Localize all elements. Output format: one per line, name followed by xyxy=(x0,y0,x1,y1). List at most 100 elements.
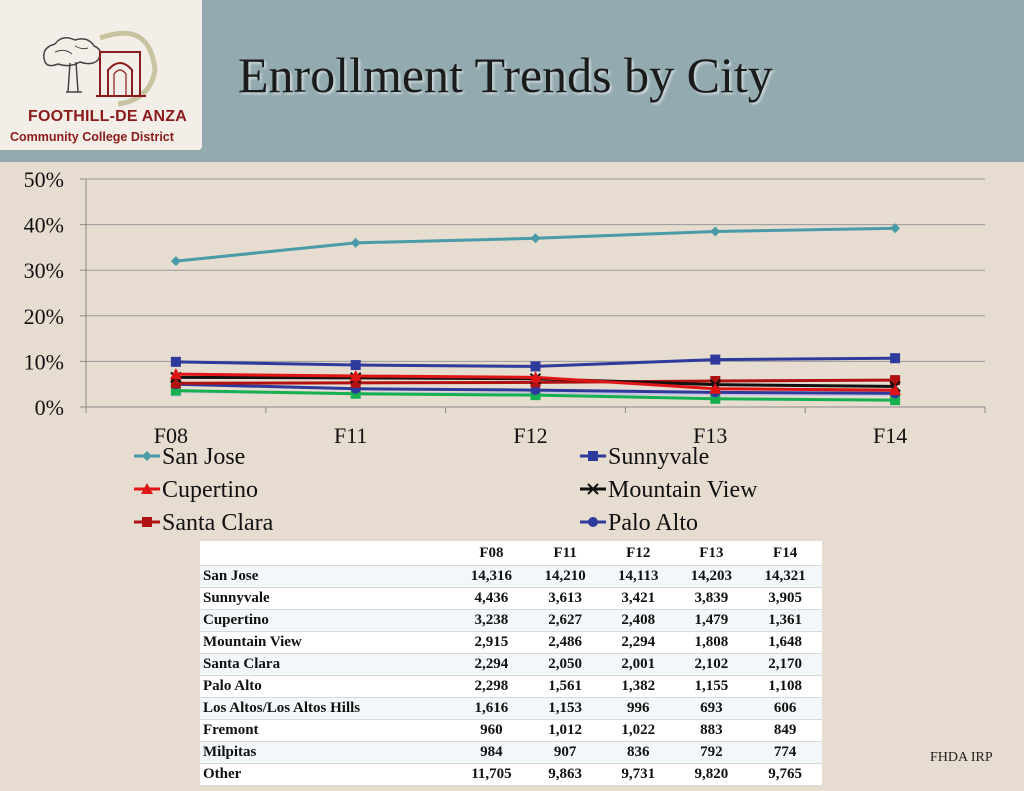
logo-tree-arch-icon xyxy=(43,30,158,107)
x-tick-label: F11 xyxy=(334,423,367,448)
data-point-sunnyvale xyxy=(890,353,901,364)
data-point-sunnyvale xyxy=(710,354,721,365)
data-point-green-series xyxy=(170,385,181,396)
table-cell: 2,486 xyxy=(528,631,603,654)
logo-title: FOOTHILL-DE ANZA xyxy=(28,108,188,125)
source-label: FHDA IRP xyxy=(930,750,993,765)
data-point-sunnyvale xyxy=(170,356,181,367)
table-cell: 2,294 xyxy=(454,653,529,676)
legend-marker-santa-clara xyxy=(142,517,152,527)
data-point-sunnyvale xyxy=(530,361,541,372)
table-cell: 9,820 xyxy=(674,763,749,786)
table-cell: 9,731 xyxy=(602,763,675,786)
table-row: Santa Clara 2,294 2,050 2,001 2,102 2,17… xyxy=(200,653,822,676)
y-tick-label: 50% xyxy=(24,167,64,192)
data-point-palo-alto xyxy=(530,385,541,396)
table-cell: 883 xyxy=(674,719,749,742)
table-cell: 14,210 xyxy=(528,565,603,588)
table-cell: 14,321 xyxy=(748,565,822,588)
legend-label-palo-alto: Palo Alto xyxy=(608,510,698,536)
table-cell: 1,012 xyxy=(528,719,603,742)
data-point-green-series xyxy=(350,388,361,399)
table-cell: 774 xyxy=(748,741,822,764)
page-title: Enrollment Trends by City xyxy=(238,47,773,103)
table-cell: 606 xyxy=(748,697,822,720)
table-row: Palo Alto 2,298 1,561 1,382 1,155 1,108 xyxy=(200,675,822,698)
data-point-cupertino xyxy=(349,369,362,381)
table-cell-city: San Jose xyxy=(200,565,455,588)
table-cell-city: Mountain View xyxy=(200,631,455,654)
legend-marker-palo-alto xyxy=(588,517,598,527)
table-cell: 11,705 xyxy=(454,763,529,786)
data-point-sunnyvale xyxy=(350,360,361,371)
data-point-san-jose xyxy=(890,223,901,234)
logo-subtitle: Community College District xyxy=(10,130,174,144)
table-cell: 2,001 xyxy=(602,653,675,676)
table-cell: 960 xyxy=(454,719,529,742)
table-cell: 3,613 xyxy=(528,587,603,610)
table-cell: 2,294 xyxy=(602,631,675,654)
table-cell: 2,298 xyxy=(454,675,529,698)
data-point-green-series xyxy=(890,395,901,406)
data-point-cupertino xyxy=(529,371,542,383)
data-point-san-jose xyxy=(530,233,541,244)
legend-label-mountain-view: Mountain View xyxy=(608,477,758,503)
table-cell: 9,765 xyxy=(748,763,822,786)
data-point-san-jose xyxy=(710,226,721,237)
table-cell-city: Los Altos/Los Altos Hills xyxy=(200,697,455,720)
table-cell: 2,408 xyxy=(602,609,675,632)
table-cell: 836 xyxy=(602,741,675,764)
table-row: Cupertino 3,238 2,627 2,408 1,479 1,361 xyxy=(200,609,822,632)
table-cell: 1,022 xyxy=(602,719,675,742)
data-point-san-jose xyxy=(350,237,361,248)
table-cell: 792 xyxy=(674,741,749,764)
table-header-cell: F12 xyxy=(602,541,675,566)
y-tick-label: 20% xyxy=(24,304,64,329)
legend-marker-san-jose xyxy=(142,451,152,461)
table-cell: 984 xyxy=(454,741,529,764)
y-tick-label: 30% xyxy=(24,258,64,283)
data-point-green-series xyxy=(530,390,541,401)
table-row: San Jose 14,316 14,210 14,113 14,203 14,… xyxy=(200,565,822,588)
table-cell: 3,839 xyxy=(674,587,749,610)
table-cell-city: Other xyxy=(200,763,455,786)
table-cell: 14,203 xyxy=(674,565,749,588)
table-cell: 2,050 xyxy=(528,653,603,676)
table-cell: 1,361 xyxy=(748,609,822,632)
legend-marker-sunnyvale xyxy=(588,451,598,461)
table-row: Milpitas 984 907 836 792 774 xyxy=(200,741,822,764)
table-row: Sunnyvale 4,436 3,613 3,421 3,839 3,905 xyxy=(200,587,822,610)
data-point-cupertino xyxy=(889,384,902,396)
data-point-santa-clara xyxy=(350,377,361,388)
table-cell-city: Palo Alto xyxy=(200,675,455,698)
table-cell: 1,108 xyxy=(748,675,822,698)
table-header-row: F08 F11 F12 F13 F14 xyxy=(200,541,822,566)
enrollment-line-chart: 0% 10% 20% 30% 40% 50% F08 F11 F12 F13 F14 San Jose… xyxy=(24,167,986,536)
table-cell-city: Santa Clara xyxy=(200,653,455,676)
series-line-san-jose xyxy=(175,226,896,263)
data-point-cupertino xyxy=(169,368,182,380)
y-tick-label: 10% xyxy=(24,349,64,374)
table-cell: 996 xyxy=(602,697,675,720)
legend-marker-cupertino xyxy=(141,483,153,494)
table-cell: 14,113 xyxy=(602,565,675,588)
table-cell: 4,436 xyxy=(454,587,529,610)
table-cell: 3,238 xyxy=(454,609,529,632)
y-tick-label: 0% xyxy=(35,395,64,420)
table-cell: 1,648 xyxy=(748,631,822,654)
legend-label-santa-clara: Santa Clara xyxy=(162,510,274,536)
table-cell-city: Sunnyvale xyxy=(200,587,455,610)
table-cell: 1,153 xyxy=(528,697,603,720)
table-cell: 1,561 xyxy=(528,675,603,698)
data-point-cupertino xyxy=(709,382,722,394)
table-cell: 1,616 xyxy=(454,697,529,720)
table-cell: 3,421 xyxy=(602,587,675,610)
table-cell-city: Milpitas xyxy=(200,741,455,764)
table-cell: 2,170 xyxy=(748,653,822,676)
data-point-santa-clara xyxy=(890,375,901,386)
table-cell: 1,382 xyxy=(602,675,675,698)
x-tick-label: F13 xyxy=(693,423,727,448)
table-cell: 1,808 xyxy=(674,631,749,654)
table-cell: 2,102 xyxy=(674,653,749,676)
table-header-cell xyxy=(200,541,455,566)
